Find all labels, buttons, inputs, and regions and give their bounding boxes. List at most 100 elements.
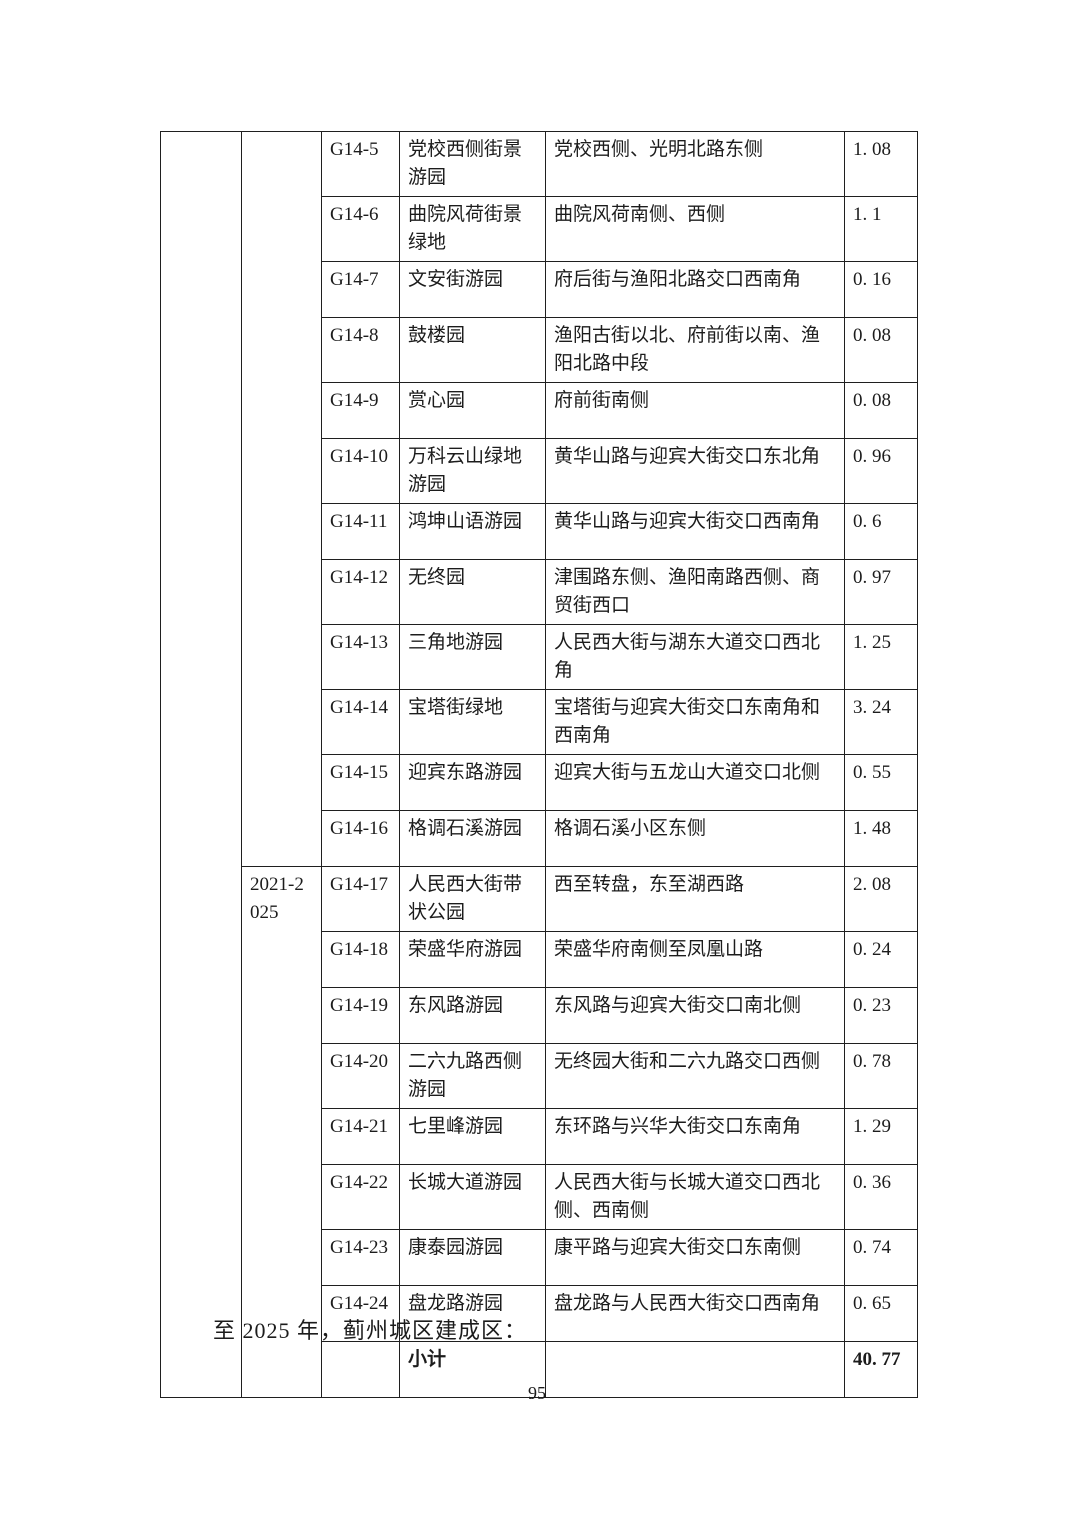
table-row: G14-9 赏心园 府前街南侧 0. 08	[161, 382, 918, 439]
subtotal-row: 小计 40. 77	[161, 1341, 918, 1398]
code-cell: G14-8	[321, 317, 400, 383]
name-cell: 二六九路西侧游园	[399, 1043, 546, 1109]
area-cell: 0. 74	[844, 1229, 918, 1286]
name-cell: 赏心园	[399, 382, 546, 439]
name-cell: 曲院风荷街景绿地	[399, 196, 546, 262]
code-cell: G14-18	[321, 931, 400, 988]
location-cell: 津围路东侧、渔阳南路西侧、商贸街西口	[545, 559, 845, 625]
area-cell: 1. 29	[844, 1108, 918, 1165]
name-cell: 鸿坤山语游园	[399, 503, 546, 560]
period-cell	[241, 131, 322, 867]
location-cell: 宝塔街与迎宾大街交口东南角和西南角	[545, 689, 845, 755]
body-text: 至 2025 年，蓟州城区建成区：	[213, 1318, 528, 1343]
code-cell: G14-22	[321, 1164, 400, 1230]
area-cell: 2. 08	[844, 866, 918, 932]
table-row: G14-6 曲院风荷街景绿地 曲院风荷南侧、西侧 1. 1	[161, 196, 918, 262]
table-row: G14-20 二六九路西侧游园 无终园大街和二六九路交口西侧 0. 78	[161, 1043, 918, 1109]
table-row: G14-21 七里峰游园 东环路与兴华大街交口东南角 1. 29	[161, 1108, 918, 1165]
area-cell: 3. 24	[844, 689, 918, 755]
code-cell: G14-10	[321, 438, 400, 504]
area-cell: 1. 48	[844, 810, 918, 867]
code-cell: G14-11	[321, 503, 400, 560]
area-cell: 0. 08	[844, 382, 918, 439]
name-cell: 鼓楼园	[399, 317, 546, 383]
name-cell: 七里峰游园	[399, 1108, 546, 1165]
subtotal-label-cell: 小计	[399, 1341, 546, 1398]
location-cell: 渔阳古街以北、府前街以南、渔阳北路中段	[545, 317, 845, 383]
name-cell: 宝塔街绿地	[399, 689, 546, 755]
location-cell: 康平路与迎宾大街交口东南侧	[545, 1229, 845, 1286]
area-cell: 1. 08	[844, 131, 918, 197]
area-cell: 0. 08	[844, 317, 918, 383]
subtotal-area-cell: 40. 77	[844, 1341, 918, 1398]
area-cell: 0. 55	[844, 754, 918, 811]
area-cell: 0. 65	[844, 1285, 918, 1342]
table-row: G14-22 长城大道游园 人民西大街与长城大道交口西北侧、西南侧 0. 36	[161, 1164, 918, 1230]
table-row: 2021-2025 G14-17 人民西大街带状公园 西至转盘，东至湖西路 2.…	[161, 866, 918, 1398]
code-cell: G14-14	[321, 689, 400, 755]
code-cell: G14-17	[321, 866, 400, 932]
table-row: G14-12 无终园 津围路东侧、渔阳南路西侧、商贸街西口 0. 97	[161, 559, 918, 625]
table-row: G14-7 文安街游园 府后街与渔阳北路交口西南角 0. 16	[161, 261, 918, 318]
code-cell: G14-23	[321, 1229, 400, 1286]
code-cell: G14-9	[321, 382, 400, 439]
area-cell: 0. 23	[844, 987, 918, 1044]
location-cell: 人民西大街与湖东大道交口西北角	[545, 624, 845, 690]
area-cell: 0. 78	[844, 1043, 918, 1109]
name-cell: 党校西侧街景游园	[399, 131, 546, 197]
code-cell: G14-5	[321, 131, 400, 197]
name-cell: 荣盛华府游园	[399, 931, 546, 988]
location-cell: 府前街南侧	[545, 382, 845, 439]
area-cell: 1. 1	[844, 196, 918, 262]
location-cell: 格调石溪小区东侧	[545, 810, 845, 867]
location-cell: 府后街与渔阳北路交口西南角	[545, 261, 845, 318]
table-row: G14-23 康泰园游园 康平路与迎宾大街交口东南侧 0. 74	[161, 1229, 918, 1286]
table-row: G14-15 迎宾东路游园 迎宾大街与五龙山大道交口北侧 0. 55	[161, 754, 918, 811]
location-cell: 人民西大街与长城大道交口西北侧、西南侧	[545, 1164, 845, 1230]
green-space-plan-table: G14-5 党校西侧街景游园 党校西侧、光明北路东侧 1. 08 G14-6 曲…	[160, 131, 918, 1398]
name-cell: 东风路游园	[399, 987, 546, 1044]
name-cell: 三角地游园	[399, 624, 546, 690]
period-cell: 2021-2025	[241, 866, 322, 1398]
table-row: G14-5 党校西侧街景游园 党校西侧、光明北路东侧 1. 08	[160, 131, 918, 1398]
name-cell: 康泰园游园	[399, 1229, 546, 1286]
area-cell: 0. 36	[844, 1164, 918, 1230]
name-cell: 迎宾东路游园	[399, 754, 546, 811]
location-cell: 迎宾大街与五龙山大道交口北侧	[545, 754, 845, 811]
location-cell: 无终园大街和二六九路交口西侧	[545, 1043, 845, 1109]
table-row: G14-10 万科云山绿地游园 黄华山路与迎宾大街交口东北角 0. 96	[161, 438, 918, 504]
table-row: G14-8 鼓楼园 渔阳古街以北、府前街以南、渔阳北路中段 0. 08	[161, 317, 918, 383]
area-cell: 1. 25	[844, 624, 918, 690]
table-row: G14-16 格调石溪游园 格调石溪小区东侧 1. 48	[161, 810, 918, 867]
area-cell: 0. 24	[844, 931, 918, 988]
table-row: G14-24 盘龙路游园 盘龙路与人民西大街交口西南角 0. 65	[161, 1285, 918, 1342]
name-cell: 万科云山绿地游园	[399, 438, 546, 504]
location-cell: 东风路与迎宾大街交口南北侧	[545, 987, 845, 1044]
location-cell: 西至转盘，东至湖西路	[545, 866, 845, 932]
name-cell: 格调石溪游园	[399, 810, 546, 867]
code-cell: G14-24	[321, 1285, 400, 1342]
name-cell: 无终园	[399, 559, 546, 625]
area-cell: 0. 96	[844, 438, 918, 504]
location-cell	[545, 1341, 845, 1398]
name-cell: 文安街游园	[399, 261, 546, 318]
location-cell: 黄华山路与迎宾大街交口西南角	[545, 503, 845, 560]
table-row: G14-19 东风路游园 东风路与迎宾大街交口南北侧 0. 23	[161, 987, 918, 1044]
code-cell	[321, 1341, 400, 1398]
code-cell: G14-19	[321, 987, 400, 1044]
location-cell: 党校西侧、光明北路东侧	[545, 131, 845, 197]
code-cell: G14-13	[321, 624, 400, 690]
name-cell: 盘龙路游园	[399, 1285, 546, 1342]
location-cell: 黄华山路与迎宾大街交口东北角	[545, 438, 845, 504]
location-cell: 荣盛华府南侧至凤凰山路	[545, 931, 845, 988]
code-cell: G14-20	[321, 1043, 400, 1109]
code-cell: G14-21	[321, 1108, 400, 1165]
name-cell: 长城大道游园	[399, 1164, 546, 1230]
code-cell: G14-6	[321, 196, 400, 262]
location-cell: 东环路与兴华大街交口东南角	[545, 1108, 845, 1165]
code-cell: G14-12	[321, 559, 400, 625]
name-cell: 人民西大街带状公园	[399, 866, 546, 932]
code-cell: G14-7	[321, 261, 400, 318]
table-row: G14-18 荣盛华府游园 荣盛华府南侧至凤凰山路 0. 24	[161, 931, 918, 988]
